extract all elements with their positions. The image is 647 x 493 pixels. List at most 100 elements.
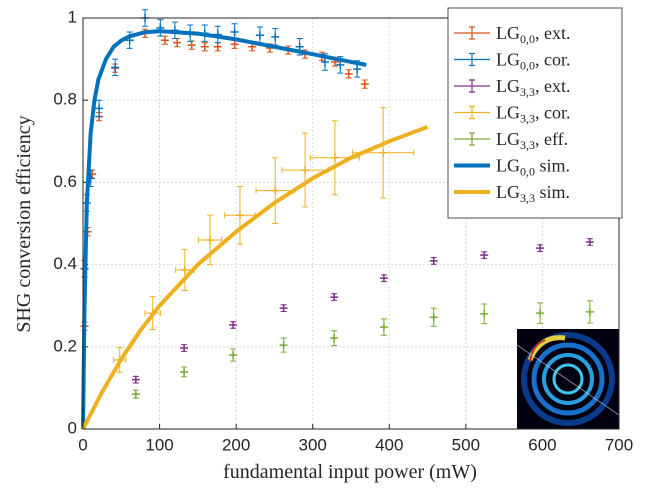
x-tick-label: 600 (528, 435, 556, 454)
point (279, 304, 288, 313)
y-tick-label: 0.4 (53, 254, 77, 273)
y-tick-label: 0.8 (53, 90, 77, 109)
point (229, 321, 238, 330)
point (271, 186, 280, 195)
point (360, 80, 369, 89)
legend-swatch (454, 26, 490, 40)
x-tick-label: 700 (605, 435, 633, 454)
point (180, 344, 189, 353)
point (344, 69, 353, 78)
legend-sub: 3,3 (520, 138, 535, 152)
point (330, 153, 339, 162)
legend-base: LG (496, 156, 520, 176)
legend-base: LG (496, 129, 520, 149)
point (187, 41, 196, 50)
x-tick-label: 300 (299, 435, 327, 454)
inset-ring (552, 363, 584, 395)
point (131, 390, 140, 399)
sim-line (81, 29, 367, 430)
legend-swatch (454, 79, 490, 93)
y-tick-label: 0 (68, 418, 77, 437)
legend-rest: , eff. (535, 129, 568, 149)
legend-sub: 0,0 (520, 59, 535, 73)
point (585, 237, 594, 246)
legend-swatch (454, 132, 490, 146)
legend-sub: 0,0 (520, 165, 535, 179)
legend-base: LG (496, 103, 520, 123)
inset-ring (521, 332, 615, 426)
point (379, 148, 388, 157)
point (206, 235, 215, 244)
x-tick-label: 200 (222, 435, 250, 454)
point (353, 64, 362, 73)
y-axis-label: SHG conversion efficiency (13, 115, 35, 332)
legend-base: LG (496, 50, 520, 70)
legend-sub: 0,0 (520, 32, 535, 46)
point (480, 309, 489, 318)
x-axis-label: fundamental input power (mW) (223, 461, 477, 483)
point (330, 334, 339, 343)
legend-rest: , cor. (535, 103, 571, 123)
point (180, 265, 189, 274)
point (320, 57, 329, 66)
data (80, 9, 594, 430)
point (131, 375, 140, 384)
point (111, 63, 120, 72)
y-tick-label: 0.6 (53, 172, 77, 191)
point (229, 351, 238, 360)
inset-image (516, 329, 620, 429)
inset-ring (531, 342, 605, 416)
inset-line (516, 344, 620, 416)
point (279, 341, 288, 350)
legend-rest: sim. (535, 182, 570, 202)
legend-label: LG3,3, eff. (496, 129, 568, 152)
point (295, 42, 304, 51)
legend-label: LG3,3, ext. (496, 76, 571, 99)
legend-label: LG0,0, ext. (496, 23, 571, 46)
inset-lobe (529, 339, 546, 363)
point (95, 104, 104, 113)
point (235, 211, 244, 220)
legend-label: LG3,3 sim. (496, 182, 570, 205)
legend-base: LG (496, 23, 520, 43)
x-tick-label: 400 (375, 435, 403, 454)
point (536, 309, 545, 318)
point (160, 36, 169, 45)
legend-swatch (454, 52, 490, 67)
point (200, 42, 209, 51)
legend-label: LG0,0 sim. (496, 156, 570, 179)
y-tick-label: 1 (68, 7, 77, 26)
legend-base: LG (496, 76, 520, 96)
point (429, 256, 438, 265)
legend-sub: 3,3 (520, 85, 535, 99)
legend-base: LG (496, 182, 520, 202)
point (301, 166, 310, 175)
axes-box (82, 17, 620, 430)
point (585, 307, 594, 316)
point (330, 293, 339, 302)
x-tick-label: 500 (452, 435, 480, 454)
x-tick-label: 0 (78, 435, 87, 454)
sim-line (81, 125, 429, 430)
x-tick-label: 100 (145, 435, 173, 454)
inset-ring (542, 353, 594, 405)
point (379, 274, 388, 283)
legend-label: LG0,0, cor. (496, 50, 571, 73)
legend-swatch (454, 105, 490, 120)
legend-sub: 3,3 (520, 191, 535, 205)
legend-sub: 3,3 (520, 112, 535, 126)
legend-rest: , ext. (535, 76, 571, 96)
point (536, 244, 545, 253)
point (429, 313, 438, 322)
y-tick-label: 0.2 (53, 336, 77, 355)
point (336, 60, 345, 69)
legend-rest: , cor. (535, 50, 571, 70)
legend-entries: LG0,0, ext.LG0,0, cor.LG3,3, ext.LG3,3, … (454, 23, 571, 205)
point (213, 42, 222, 51)
point (379, 323, 388, 332)
point (180, 367, 189, 376)
legend-label: LG3,3, cor. (496, 103, 571, 126)
point (230, 40, 239, 49)
legend-rest: , ext. (535, 23, 571, 43)
